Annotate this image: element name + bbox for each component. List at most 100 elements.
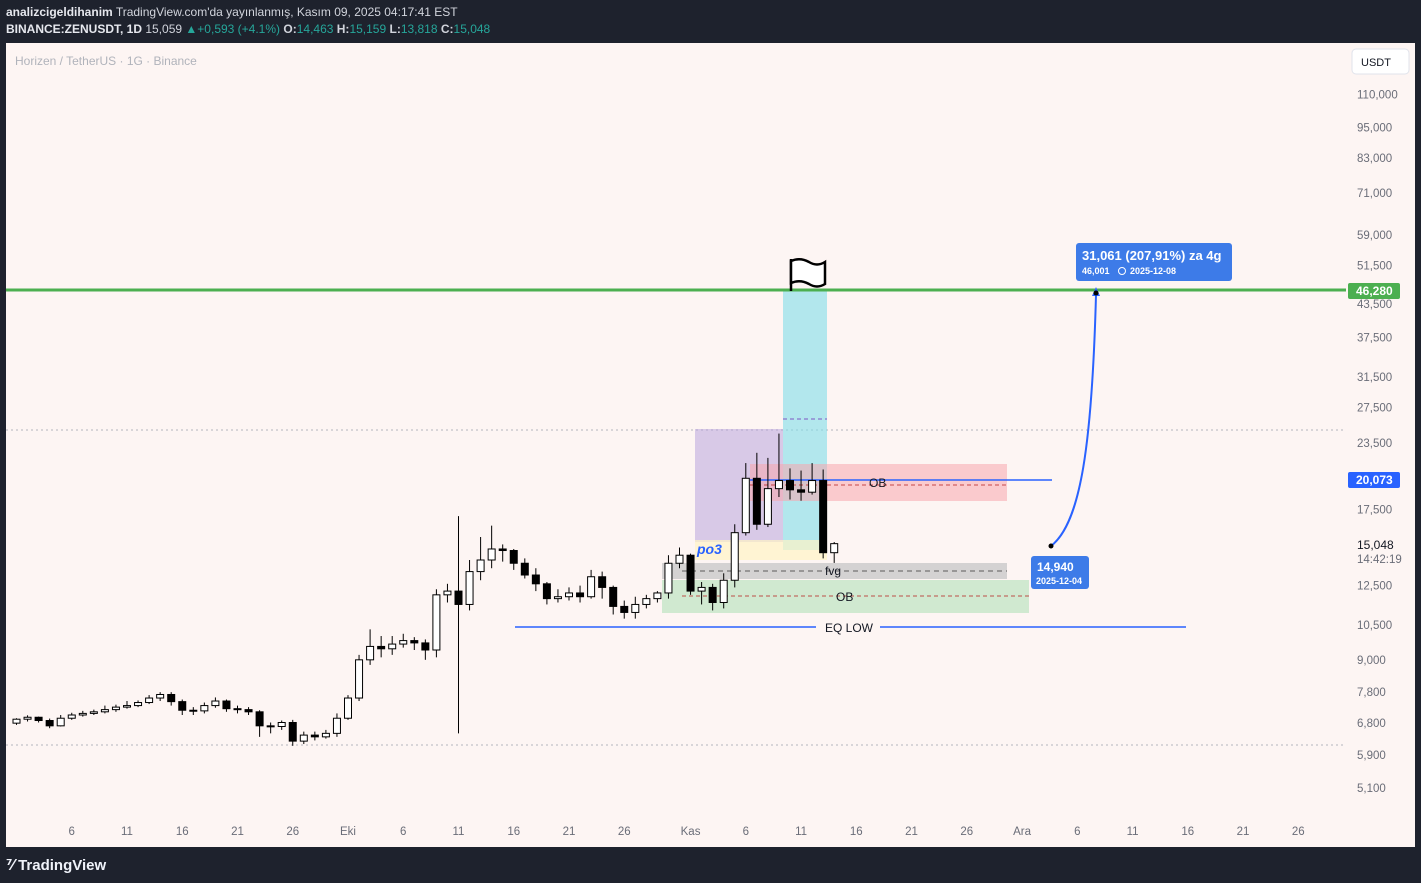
open-label: O: [283,22,297,36]
publication-header: analizcigeldihanim TradingView.com'da ya… [0,0,1421,42]
x-tick-label: 6 [400,826,406,838]
candle-body [819,480,828,554]
footer: ⁷⁄ TradingView [0,848,1421,883]
candle-body [366,645,375,661]
y-tick-label: 59,000 [1357,230,1392,242]
x-tick-label: Eki [340,826,356,838]
candle-body [542,583,551,600]
candle-body [454,590,463,605]
chart-title: Horizen / TetherUS · 1G · Binance [15,54,197,68]
high-label: H: [336,22,350,36]
ohlc-legend: BINANCE:ZENUSDT, 1D 15,059 ▲+0,593 (+4.1… [6,22,490,36]
projection-tag [1076,243,1232,281]
po3-base-zone [695,540,827,560]
y-tick-label: 37,500 [1357,332,1392,344]
candle-body [45,720,54,727]
candle-body [664,562,673,594]
candle-body [344,697,352,719]
x-tick-label: 21 [905,826,918,838]
y-tick-label: 43,500 [1357,299,1392,311]
close-label: C: [440,22,454,36]
candle-body [609,586,618,607]
countdown-label: 14:42:19 [1357,554,1402,566]
y-tick-label: 5,100 [1357,783,1386,795]
candle-body [697,586,706,592]
y-tick-label: 110,000 [1357,89,1398,101]
candle-body [708,586,717,603]
close-value: 15,048 [453,22,491,36]
candle-body [741,477,750,534]
level-price-label: 20,073 [1356,473,1393,487]
candle-body [432,594,441,651]
x-tick-label: 21 [1237,826,1250,838]
x-tick-label: 16 [1181,826,1194,838]
candle-body [410,640,419,644]
candle-body [808,480,817,493]
y-tick-label: 51,500 [1357,261,1392,273]
candle-body [498,548,507,552]
ob-lower-label: OB [836,590,853,604]
candle-body [167,693,176,703]
tradingview-logo[interactable]: ⁷⁄ TradingView [6,856,106,874]
y-tick-label: 27,500 [1357,402,1392,414]
author-name[interactable]: analizcigeldihanim [6,5,113,19]
candle-body [487,548,496,561]
candle-body [686,554,695,592]
chart-canvas[interactable]: 31,061 (207,91%) za 4g 46,001 2025-12-08 14… [6,43,1415,847]
candle-body [587,576,596,598]
candle-body [12,718,21,724]
high-value: 15,159 [349,22,387,36]
x-tick-label: 11 [795,826,807,838]
resistance-price-tag [1348,283,1400,299]
x-tick-label: 16 [176,826,189,838]
y-tick-label: 6,800 [1357,718,1386,730]
candle-body [332,717,341,734]
x-tick-label: 11 [121,826,133,838]
candle-body [763,488,772,525]
y-tick-label: 23,500 [1357,438,1392,450]
candle-body [565,592,573,598]
candle-body [222,700,231,710]
current-price-tag [1348,535,1414,569]
candle-body [465,571,474,605]
y-tick-label: 7,800 [1357,687,1386,699]
candle-body [78,712,87,716]
candle-body [752,477,761,525]
y-tick-label: 5,900 [1357,750,1386,762]
published-text: TradingView.com'da yayınlanmış, Kasım 09… [115,5,458,19]
candle-body [233,708,242,711]
x-tick-label: 6 [1074,826,1080,838]
candle-body [476,559,485,573]
resistance-price-label: 46,280 [1356,284,1393,298]
x-tick-label: 26 [960,826,973,838]
candle-body [520,562,529,576]
x-tick-label: 6 [743,826,749,838]
symbol-label: BINANCE:ZENUSDT, 1D [6,22,143,36]
chart-area[interactable]: 31,061 (207,91%) za 4g 46,001 2025-12-08 14… [6,43,1415,847]
candle-body [134,702,143,707]
y-tick-label: 31,500 [1357,372,1392,384]
fvg-zone [662,563,1007,579]
x-tick-label: 26 [1292,826,1305,838]
tradingview-brand: TradingView [18,856,107,874]
candle-body [255,711,264,727]
projection-sub-date: 2025-12-08 [1130,266,1176,276]
candle-body [299,734,308,742]
last-price: 15,059 [145,22,183,36]
y-tick-label: 10,500 [1357,620,1392,632]
candle-body [111,706,120,711]
tradingview-logo-icon: ⁷⁄ [6,856,14,874]
candle-body [288,721,297,742]
candle-body [598,576,607,588]
level-price-tag [1348,472,1400,488]
candle-body [156,693,165,699]
candle-body [200,705,209,712]
x-tick-label: 21 [563,826,576,838]
candle-body [576,592,585,598]
publish-info: analizcigeldihanim TradingView.com'da ya… [6,5,458,19]
candle-body [653,592,662,600]
candle-body [553,596,562,600]
candle-body [244,709,253,713]
x-tick-label: 6 [69,826,75,838]
clock-icon [1118,267,1126,275]
